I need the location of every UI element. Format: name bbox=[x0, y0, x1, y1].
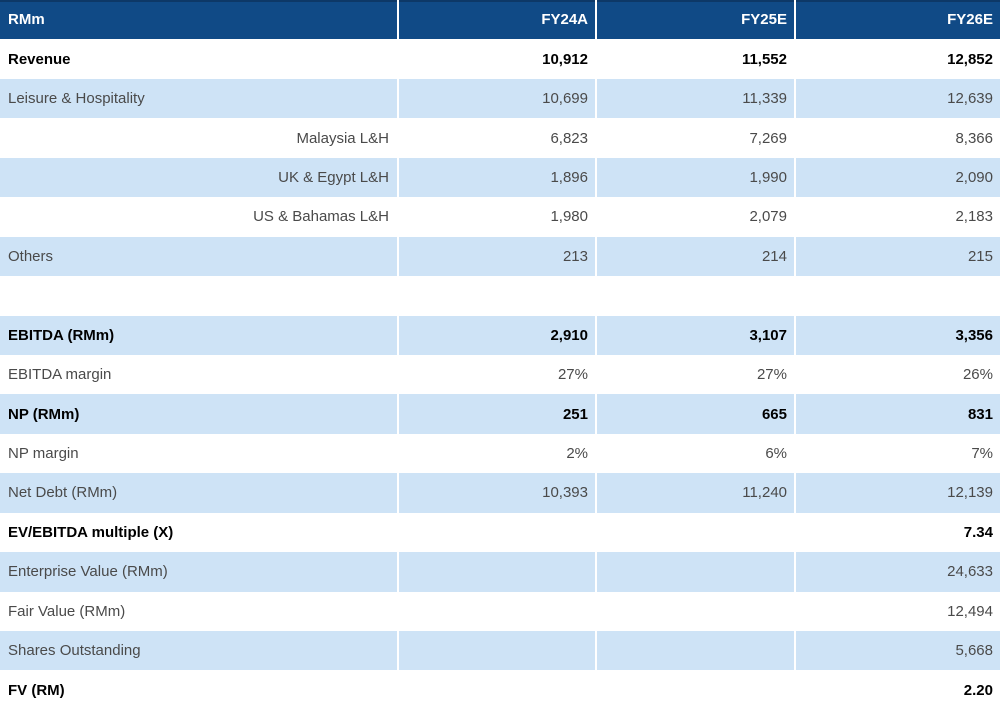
cell-value: 12,494 bbox=[947, 602, 993, 620]
row-label: FV (RM) bbox=[8, 681, 65, 699]
cell-value: 3,356 bbox=[796, 315, 1000, 355]
row-label: Net Debt (RMm) bbox=[0, 473, 397, 513]
cell-value: 10,912 bbox=[542, 50, 588, 68]
cell-value: 2,183 bbox=[955, 208, 993, 226]
row-label: Revenue bbox=[8, 50, 71, 68]
row-label: NP margin bbox=[8, 445, 79, 463]
cell-value: 26% bbox=[962, 366, 993, 384]
table-row: EV/EBITDA multiple (X) 7.34 bbox=[0, 513, 1000, 552]
cell-value: 8,366 bbox=[955, 129, 993, 147]
cell-value: 11,240 bbox=[597, 473, 794, 513]
table-row: EBITDA margin 27% 27% 26% bbox=[0, 355, 1000, 394]
cell-value: 1,896 bbox=[399, 157, 595, 198]
row-label bbox=[0, 276, 397, 315]
cell-value: 6,823 bbox=[550, 129, 588, 147]
cell-value: 12,639 bbox=[796, 78, 1000, 119]
row-label: NP (RMm) bbox=[0, 394, 397, 434]
cell-value: 27% bbox=[756, 366, 787, 384]
row-label: US & Bahamas L&H bbox=[253, 208, 389, 226]
cell-value bbox=[597, 631, 794, 671]
column-header-fy24a: FY24A bbox=[399, 0, 595, 40]
cell-value: 1,990 bbox=[597, 157, 794, 198]
cell-value: 11,339 bbox=[597, 78, 794, 119]
cell-value bbox=[597, 513, 794, 552]
cell-value: 2.20 bbox=[963, 681, 993, 699]
cell-value: 831 bbox=[796, 394, 1000, 434]
cell-value: 10,699 bbox=[399, 78, 595, 119]
cell-value: 2,090 bbox=[796, 157, 1000, 198]
row-label: EBITDA margin bbox=[8, 366, 112, 384]
cell-value bbox=[597, 552, 794, 592]
cell-value: 5,668 bbox=[796, 631, 1000, 671]
row-label: EV/EBITDA multiple (X) bbox=[8, 523, 174, 541]
cell-value: 215 bbox=[796, 236, 1000, 277]
cell-value: 213 bbox=[399, 236, 595, 277]
row-label: Malaysia L&H bbox=[296, 129, 389, 147]
cell-value bbox=[399, 552, 595, 592]
table-row: Revenue 10,912 11,552 12,852 bbox=[0, 39, 1000, 78]
table-header-row: RMm FY24A FY25E FY26E bbox=[0, 0, 1000, 40]
row-label: Shares Outstanding bbox=[0, 631, 397, 671]
table-row: Fair Value (RMm) 12,494 bbox=[0, 592, 1000, 631]
cell-value: 7.34 bbox=[963, 523, 993, 541]
cell-value bbox=[399, 276, 595, 315]
table-row bbox=[0, 276, 1000, 315]
cell-value bbox=[399, 513, 595, 552]
cell-value: 665 bbox=[597, 394, 794, 434]
row-label: UK & Egypt L&H bbox=[0, 157, 397, 198]
cell-value: 27% bbox=[557, 366, 588, 384]
cell-value: 7,269 bbox=[749, 129, 787, 147]
table-row: UK & Egypt L&H 1,896 1,990 2,090 bbox=[0, 157, 1000, 198]
table-row: NP margin 2% 6% 7% bbox=[0, 434, 1000, 473]
cell-value: 12,852 bbox=[947, 50, 993, 68]
table-row: Enterprise Value (RMm) 24,633 bbox=[0, 552, 1000, 592]
cell-value bbox=[597, 592, 794, 631]
row-label: Enterprise Value (RMm) bbox=[0, 552, 397, 592]
cell-value: 2,910 bbox=[399, 315, 595, 355]
cell-value: 251 bbox=[399, 394, 595, 434]
column-header-unit: RMm bbox=[0, 0, 397, 40]
column-header-fy26e: FY26E bbox=[796, 0, 1000, 40]
row-label: EBITDA (RMm) bbox=[0, 315, 397, 355]
table-row: Net Debt (RMm) 10,393 11,240 12,139 bbox=[0, 473, 1000, 513]
cell-value: 7% bbox=[971, 445, 993, 463]
row-label: Fair Value (RMm) bbox=[8, 602, 126, 620]
table-row: FV (RM) 2.20 bbox=[0, 670, 1000, 709]
cell-value bbox=[796, 276, 1000, 315]
cell-value: 12,139 bbox=[796, 473, 1000, 513]
cell-value: 6% bbox=[765, 445, 787, 463]
table-row: EBITDA (RMm) 2,910 3,107 3,356 bbox=[0, 315, 1000, 355]
table-row: Leisure & Hospitality 10,699 11,339 12,6… bbox=[0, 78, 1000, 119]
table-row: Malaysia L&H 6,823 7,269 8,366 bbox=[0, 118, 1000, 157]
table-row: Shares Outstanding 5,668 bbox=[0, 631, 1000, 671]
row-label: Others bbox=[0, 236, 397, 277]
table-row: US & Bahamas L&H 1,980 2,079 2,183 bbox=[0, 197, 1000, 236]
cell-value: 214 bbox=[597, 236, 794, 277]
cell-value bbox=[399, 592, 595, 631]
cell-value: 2,079 bbox=[749, 208, 787, 226]
cell-value: 24,633 bbox=[796, 552, 1000, 592]
table-row: NP (RMm) 251 665 831 bbox=[0, 394, 1000, 434]
cell-value: 11,552 bbox=[741, 50, 787, 68]
cell-value: 1,980 bbox=[550, 208, 588, 226]
cell-value: 2% bbox=[566, 445, 588, 463]
cell-value bbox=[597, 276, 794, 315]
cell-value bbox=[597, 670, 794, 709]
cell-value: 10,393 bbox=[399, 473, 595, 513]
cell-value: 3,107 bbox=[597, 315, 794, 355]
row-label: Leisure & Hospitality bbox=[0, 78, 397, 119]
table-row: Others 213 214 215 bbox=[0, 236, 1000, 277]
cell-value bbox=[399, 631, 595, 671]
cell-value bbox=[399, 670, 595, 709]
column-header-fy25e: FY25E bbox=[597, 0, 794, 40]
